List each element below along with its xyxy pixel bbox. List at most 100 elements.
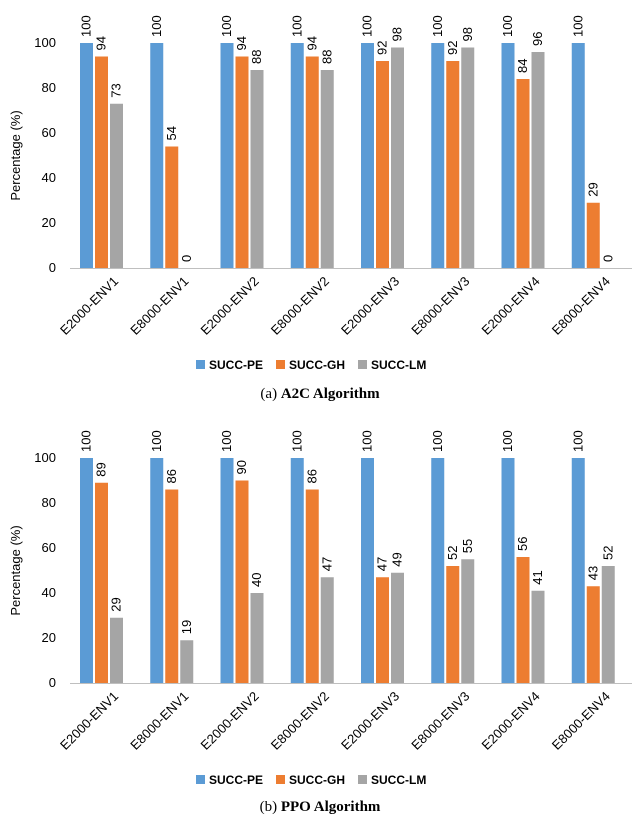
data-label: 100 [570,430,585,452]
bar-succ-gh [95,56,108,268]
data-label: 84 [515,59,530,73]
bar-succ-pe [431,43,445,268]
bar-succ-lm [320,577,334,683]
legend-swatch [276,360,285,369]
bar-succ-lm [391,572,404,683]
data-label: 89 [94,462,109,476]
data-label: 92 [375,41,390,55]
bar-succ-gh [446,61,460,268]
bar-succ-pe [220,43,234,268]
data-label: 88 [319,50,334,64]
data-label: 29 [585,182,600,196]
x-tick-label: E2000-ENV3 [338,274,402,338]
caption-ppo: (b) PPO Algorithm [0,799,640,816]
bar-succ-pe [361,43,374,268]
bar-succ-gh [516,557,530,683]
y-tick-label: 100 [34,35,56,50]
bar-succ-gh [446,566,460,683]
bar-succ-gh [235,480,249,683]
data-label: 100 [430,15,445,37]
data-label: 100 [570,15,585,37]
x-tick-label: E8000-ENV1 [127,274,191,338]
y-tick-label: 80 [42,80,56,95]
bar-succ-pe [290,43,304,268]
bar-succ-lm [180,640,194,683]
bar-succ-lm [531,52,545,268]
data-label: 100 [219,430,234,452]
data-label: 92 [445,41,460,55]
bar-succ-gh [586,586,600,683]
caption-a2c-prefix: (a) [260,386,278,402]
data-label: 100 [149,430,164,452]
bar-succ-pe [150,43,164,268]
x-tick-label: E2000-ENV2 [197,689,261,753]
legend-swatch [276,775,285,784]
y-tick-label: 100 [34,450,56,465]
data-label: 94 [94,36,109,50]
chart-ppo-svg: Percentage (%)0204060801001008929E2000-E… [8,430,632,787]
bar-succ-pe [571,458,585,683]
caption-a2c-title: A2C Algorithm [280,386,380,402]
y-tick-label: 0 [49,675,56,690]
data-label: 88 [249,50,264,64]
data-label: 94 [234,36,249,50]
data-label: 73 [109,83,124,97]
caption-a2c: (a) A2C Algorithm [0,386,640,403]
y-tick-label: 20 [42,630,56,645]
bar-succ-pe [501,43,515,268]
data-label: 56 [515,537,530,551]
data-label: 52 [445,546,460,560]
bar-succ-gh [305,489,319,683]
x-tick-label: E8000-ENV3 [408,274,472,338]
x-tick-label: E8000-ENV3 [408,689,472,753]
legend-label: SUCC-LM [371,358,426,372]
bar-succ-gh [165,489,179,683]
data-label: 0 [179,255,194,262]
data-label: 100 [500,430,515,452]
data-label: 47 [375,557,390,571]
x-tick-label: E8000-ENV2 [268,689,332,753]
bar-succ-gh [376,577,389,683]
x-tick-label: E2000-ENV3 [338,689,402,753]
legend-label: SUCC-PE [209,358,263,372]
x-tick-label: E2000-ENV2 [197,274,261,338]
bar-succ-gh [235,56,249,268]
bar-succ-pe [220,458,234,683]
data-label: 100 [289,15,304,37]
bar-succ-pe [80,43,93,268]
bar-succ-lm [601,566,615,683]
data-label: 100 [79,430,94,452]
x-tick-label: E8000-ENV2 [268,274,332,338]
data-label: 100 [219,15,234,37]
bar-succ-lm [250,593,264,683]
bar-succ-pe [150,458,164,683]
data-label: 96 [530,32,545,46]
data-label: 90 [234,460,249,474]
data-label: 52 [600,546,615,560]
legend-swatch [196,775,205,784]
data-label: 54 [164,126,179,140]
x-tick-label: E2000-ENV1 [57,689,121,753]
data-label: 0 [600,255,615,262]
data-label: 41 [530,570,545,584]
data-label: 100 [500,15,515,37]
x-tick-label: E8000-ENV4 [549,689,613,753]
bar-succ-gh [586,202,600,268]
data-label: 55 [460,539,475,553]
data-label: 40 [249,573,264,587]
bar-succ-lm [531,590,545,683]
y-tick-label: 80 [42,495,56,510]
y-tick-label: 0 [49,260,56,275]
bar-succ-lm [320,70,334,268]
data-label: 47 [319,557,334,571]
data-label: 98 [390,27,405,41]
data-label: 49 [390,552,405,566]
y-tick-label: 40 [42,170,56,185]
x-tick-label: E8000-ENV4 [549,274,613,338]
x-tick-label: E2000-ENV1 [57,274,121,338]
legend-swatch [358,360,367,369]
data-label: 98 [460,27,475,41]
bar-succ-gh [165,146,179,268]
bar-succ-pe [571,43,585,268]
legend-label: SUCC-GH [289,773,345,787]
